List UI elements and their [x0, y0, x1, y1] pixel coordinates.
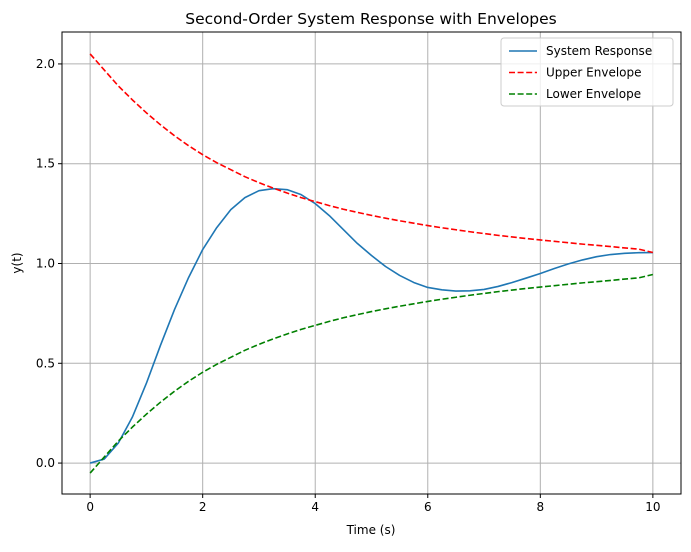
y-tick-label: 2.0 [36, 57, 55, 71]
y-tick-label: 0.5 [36, 356, 55, 370]
x-tick-label: 4 [311, 500, 319, 514]
x-tick-label: 0 [86, 500, 94, 514]
x-tick-label: 6 [424, 500, 432, 514]
legend-entries: System Response Upper Envelope Lower Envel… [509, 44, 652, 101]
legend-label: Lower Envelope [546, 87, 641, 101]
y-tick-label: 1.0 [36, 256, 55, 270]
y-axis-label: y(t) [10, 252, 24, 273]
y-tick-label: 1.5 [36, 157, 55, 171]
x-tick-label: 10 [645, 500, 660, 514]
x-tick-label: 8 [536, 500, 544, 514]
legend-label: System Response [546, 44, 652, 58]
y-axis: 0.0 0.5 1.0 1.5 2.0 [36, 57, 62, 470]
system-response-line [89, 187, 653, 464]
series-group [89, 53, 654, 474]
x-axis: 0 2 4 6 8 10 [86, 494, 661, 514]
legend-box [500, 37, 674, 107]
upper-envelope-line [89, 53, 654, 254]
chart-title: Second-Order System Response with Envelo… [185, 10, 557, 28]
legend: System Response Upper Envelope Lower Envel… [500, 37, 674, 107]
lower-envelope-line [89, 273, 654, 474]
x-axis-label: Time (s) [346, 523, 396, 537]
legend-label: Upper Envelope [546, 66, 642, 80]
y-tick-label: 0.0 [36, 456, 55, 470]
x-tick-label: 2 [199, 500, 207, 514]
